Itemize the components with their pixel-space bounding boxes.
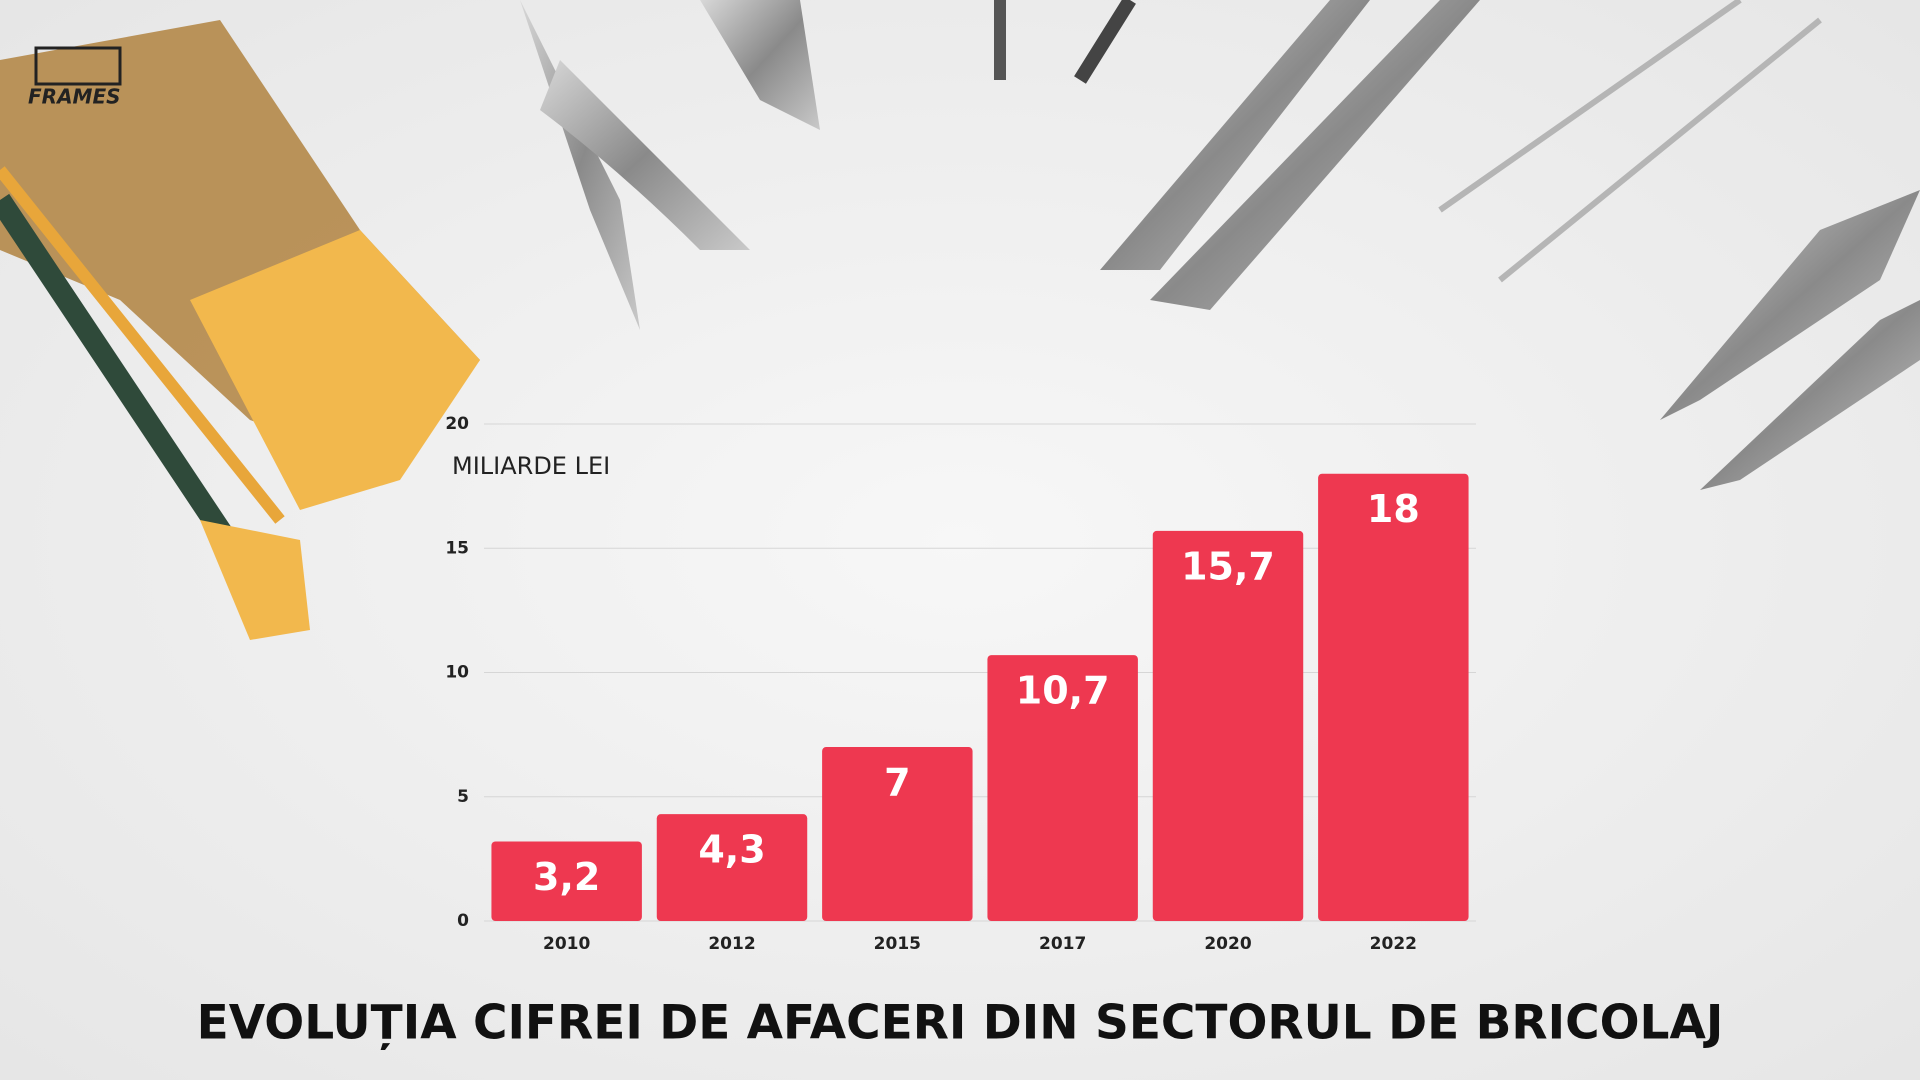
chart-title: EVOLUȚIA CIFREI DE AFACERI DIN SECTORUL … [197, 996, 1724, 1051]
bar [656, 814, 808, 921]
logo: FRAMES [28, 46, 122, 109]
x-tick-label: 2022 [1370, 934, 1417, 954]
y-axis-label: MILIARDE LEI [452, 452, 610, 480]
value-label: 18 [1367, 487, 1420, 531]
value-label: 7 [884, 761, 910, 805]
logo-frame [34, 46, 122, 86]
value-label: 4,3 [698, 828, 765, 872]
y-tick-label: 15 [445, 538, 469, 558]
bar [1152, 530, 1304, 921]
bar [491, 841, 642, 921]
x-tick-label: 2015 [874, 934, 921, 954]
bar [822, 747, 973, 921]
y-tick-label: 5 [457, 787, 469, 807]
value-label: 3,2 [533, 855, 600, 899]
y-tick-label: 10 [445, 663, 469, 683]
decoration [0, 0, 1920, 640]
x-tick-label: 2012 [708, 934, 755, 954]
y-tick-label: 0 [457, 911, 469, 931]
x-tick-label: 2017 [1039, 934, 1086, 954]
x-tick-label: 2020 [1204, 934, 1251, 954]
value-label: 15,7 [1181, 544, 1275, 588]
bar [987, 655, 1138, 921]
value-label: 10,7 [1016, 669, 1110, 713]
x-tick-label: 2010 [543, 934, 590, 954]
bar [1318, 473, 1469, 921]
logo-text: FRAMES [28, 85, 121, 109]
y-tick-label: 20 [445, 414, 469, 434]
